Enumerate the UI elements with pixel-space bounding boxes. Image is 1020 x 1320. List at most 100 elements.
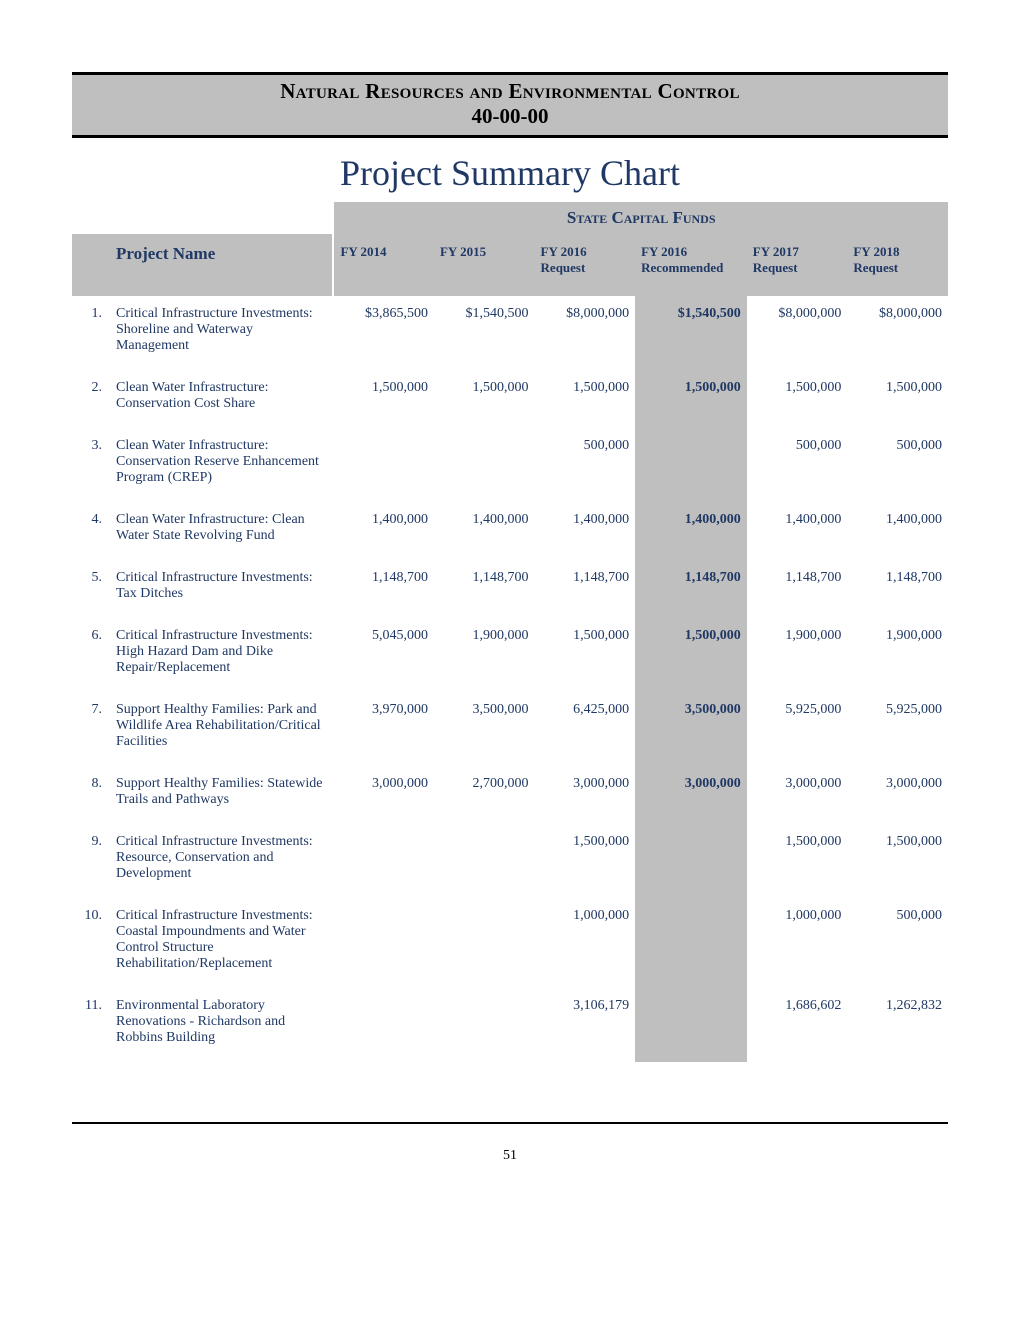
row-fy2016rec: 1,500,000 — [635, 618, 747, 692]
row-fy2018req: $8,000,000 — [847, 296, 948, 370]
col-fy2016req-year: FY 2016 — [541, 244, 587, 259]
row-fy2014 — [333, 988, 434, 1062]
row-fy2016rec — [635, 898, 747, 988]
row-project-name: Environmental Laboratory Renovations - R… — [110, 988, 333, 1062]
row-fy2015 — [434, 898, 535, 988]
row-fy2016req: 1,400,000 — [535, 502, 636, 560]
row-fy2016rec — [635, 824, 747, 898]
col-fy2018req-year: FY 2018 — [853, 244, 899, 259]
row-fy2018req: 500,000 — [847, 898, 948, 988]
row-fy2017req: 3,000,000 — [747, 766, 848, 824]
col-fy2017req-year: FY 2017 — [753, 244, 799, 259]
row-project-name: Support Healthy Families: Park and Wildl… — [110, 692, 333, 766]
row-number: 2. — [72, 370, 110, 428]
row-fy2018req: 5,925,000 — [847, 692, 948, 766]
col-num — [72, 234, 110, 296]
row-fy2017req: 1,000,000 — [747, 898, 848, 988]
row-fy2016req: 1,000,000 — [535, 898, 636, 988]
row-fy2017req: 1,900,000 — [747, 618, 848, 692]
group-header: State Capital Funds — [333, 202, 948, 234]
row-fy2016rec: 3,500,000 — [635, 692, 747, 766]
table-row: 6.Critical Infrastructure Investments: H… — [72, 618, 948, 692]
page-number: 51 — [72, 1148, 948, 1164]
row-fy2016rec — [635, 428, 747, 502]
row-project-name: Critical Infrastructure Investments: Hig… — [110, 618, 333, 692]
row-fy2018req: 500,000 — [847, 428, 948, 502]
row-fy2018req: 1,500,000 — [847, 370, 948, 428]
row-project-name: Critical Infrastructure Investments: Tax… — [110, 560, 333, 618]
table-body: 1.Critical Infrastructure Investments: S… — [72, 296, 948, 1062]
row-fy2016rec: 3,000,000 — [635, 766, 747, 824]
row-fy2015: 3,500,000 — [434, 692, 535, 766]
col-fy2018-request: FY 2018 Request — [847, 234, 948, 296]
row-fy2016req: 6,425,000 — [535, 692, 636, 766]
row-fy2016rec: 1,500,000 — [635, 370, 747, 428]
row-fy2014 — [333, 898, 434, 988]
col-fy2018req-sub: Request — [853, 260, 898, 275]
table-row: 8.Support Healthy Families: Statewide Tr… — [72, 766, 948, 824]
col-project-name: Project Name — [110, 234, 333, 296]
row-fy2014: 1,400,000 — [333, 502, 434, 560]
row-fy2016rec — [635, 988, 747, 1062]
row-fy2017req: $8,000,000 — [747, 296, 848, 370]
row-number: 9. — [72, 824, 110, 898]
row-number: 10. — [72, 898, 110, 988]
row-fy2015 — [434, 988, 535, 1062]
department-header: Natural Resources and Environmental Cont… — [72, 72, 948, 138]
row-number: 1. — [72, 296, 110, 370]
row-fy2016rec: 1,400,000 — [635, 502, 747, 560]
row-number: 3. — [72, 428, 110, 502]
footer-rule — [72, 1122, 948, 1124]
table-row: 3.Clean Water Infrastructure: Conservati… — [72, 428, 948, 502]
table-row: 5.Critical Infrastructure Investments: T… — [72, 560, 948, 618]
row-fy2016req: 1,148,700 — [535, 560, 636, 618]
row-fy2016req: 1,500,000 — [535, 370, 636, 428]
row-fy2018req: 1,262,832 — [847, 988, 948, 1062]
row-project-name: Critical Infrastructure Investments: Sho… — [110, 296, 333, 370]
department-title: Natural Resources and Environmental Cont… — [72, 79, 948, 104]
row-project-name: Critical Infrastructure Investments: Coa… — [110, 898, 333, 988]
row-number: 4. — [72, 502, 110, 560]
row-fy2015: 1,500,000 — [434, 370, 535, 428]
header-empty — [72, 202, 333, 234]
row-fy2017req: 1,500,000 — [747, 824, 848, 898]
table-row: 2.Clean Water Infrastructure: Conservati… — [72, 370, 948, 428]
col-fy2017req-sub: Request — [753, 260, 798, 275]
row-fy2014: 3,000,000 — [333, 766, 434, 824]
row-number: 7. — [72, 692, 110, 766]
row-fy2017req: 5,925,000 — [747, 692, 848, 766]
row-fy2016rec: 1,148,700 — [635, 560, 747, 618]
row-fy2016req: 1,500,000 — [535, 618, 636, 692]
department-code: 40-00-00 — [72, 104, 948, 129]
row-number: 11. — [72, 988, 110, 1062]
row-fy2015: 2,700,000 — [434, 766, 535, 824]
col-fy2015: FY 2015 — [434, 234, 535, 296]
table-row: 11.Environmental Laboratory Renovations … — [72, 988, 948, 1062]
row-fy2017req: 1,400,000 — [747, 502, 848, 560]
row-project-name: Clean Water Infrastructure: Clean Water … — [110, 502, 333, 560]
row-fy2016req: 500,000 — [535, 428, 636, 502]
summary-table: State Capital Funds Project Name FY 2014… — [72, 202, 948, 1062]
row-number: 6. — [72, 618, 110, 692]
row-fy2016req: 3,106,179 — [535, 988, 636, 1062]
row-number: 5. — [72, 560, 110, 618]
row-fy2017req: 1,500,000 — [747, 370, 848, 428]
row-fy2017req: 1,686,602 — [747, 988, 848, 1062]
row-fy2018req: 1,500,000 — [847, 824, 948, 898]
row-fy2014: 1,148,700 — [333, 560, 434, 618]
table-row: 7.Support Healthy Families: Park and Wil… — [72, 692, 948, 766]
row-fy2014 — [333, 428, 434, 502]
row-fy2014: 3,970,000 — [333, 692, 434, 766]
row-fy2018req: 1,400,000 — [847, 502, 948, 560]
row-fy2015 — [434, 428, 535, 502]
row-fy2018req: 1,148,700 — [847, 560, 948, 618]
row-fy2016rec: $1,540,500 — [635, 296, 747, 370]
row-fy2015: 1,148,700 — [434, 560, 535, 618]
row-fy2016req: 3,000,000 — [535, 766, 636, 824]
row-fy2016req: $8,000,000 — [535, 296, 636, 370]
row-fy2015 — [434, 824, 535, 898]
row-fy2015: 1,400,000 — [434, 502, 535, 560]
row-fy2017req: 500,000 — [747, 428, 848, 502]
summary-table-wrap: State Capital Funds Project Name FY 2014… — [72, 202, 948, 1062]
row-fy2014 — [333, 824, 434, 898]
